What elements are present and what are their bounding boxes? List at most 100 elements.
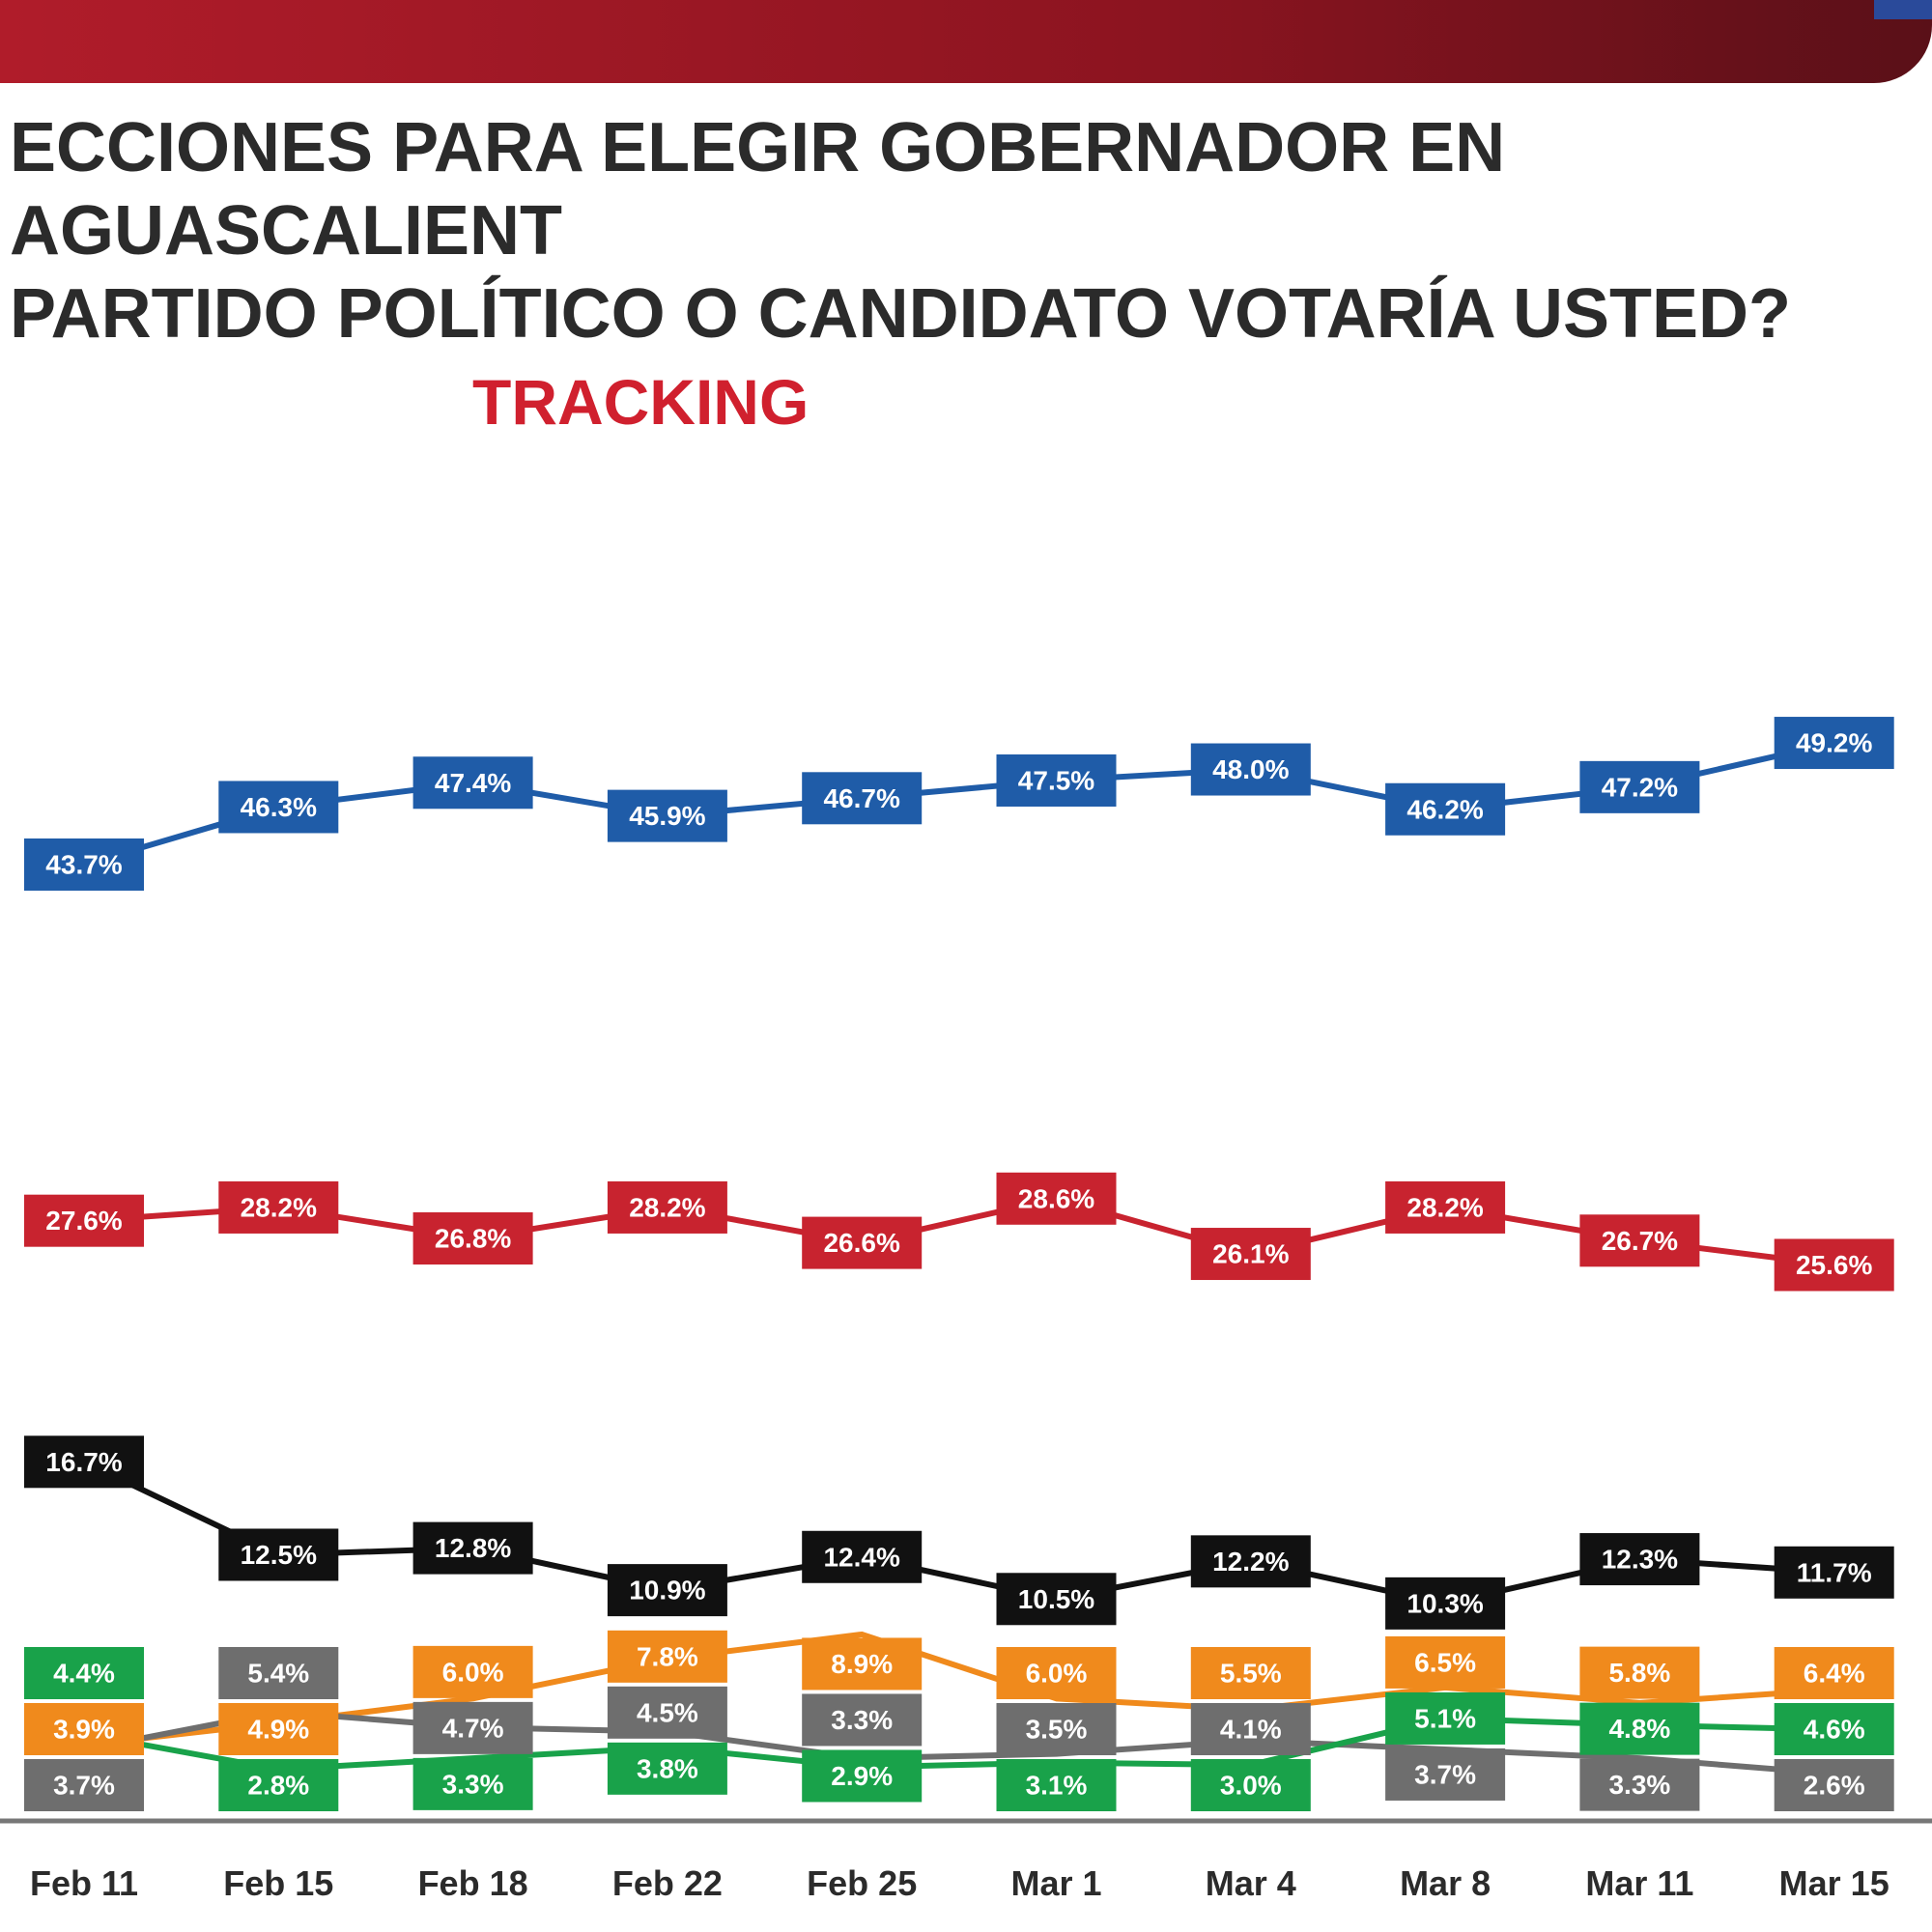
data-point-blue [607,789,727,842]
data-point-red [607,1180,727,1234]
data-point-green [607,1742,727,1795]
data-label-green: 4.8% [1608,1714,1670,1744]
data-label-gray: 3.7% [53,1771,115,1801]
data-label-gray: 3.7% [1414,1759,1476,1789]
data-label-black: 12.8% [435,1533,511,1563]
data-label-black: 11.7% [1797,1557,1872,1587]
x-tick-label: Mar 11 [1585,1863,1693,1903]
data-point-red [1774,1238,1894,1292]
data-label-blue: 43.7% [45,850,122,880]
data-label-blue: 47.2% [1602,772,1678,802]
data-point-green [1385,1691,1506,1745]
data-point-orange [607,1630,727,1683]
data-point-blue [1579,760,1700,813]
data-label-green: 3.3% [442,1769,504,1799]
data-point-gray [607,1686,727,1739]
data-label-gray: 4.1% [1220,1715,1282,1745]
data-point-green [218,1759,339,1811]
x-tick-label: Feb 15 [223,1863,333,1903]
data-point-gray [802,1693,923,1747]
data-point-gray [218,1647,339,1699]
x-tick-label: Mar 4 [1206,1863,1296,1903]
series-line-blue [83,740,1835,867]
data-point-black [1774,1546,1894,1599]
data-point-black [218,1528,339,1581]
data-label-green: 3.0% [1220,1771,1282,1801]
data-point-blue [218,781,339,834]
data-point-green [802,1749,923,1803]
series-line-gray [83,1709,1834,1777]
data-point-orange [802,1637,923,1690]
data-label-blue: 47.5% [1018,765,1094,795]
data-label-green: 3.8% [637,1753,698,1783]
data-label-blue: 48.0% [1212,754,1289,784]
data-point-black [607,1564,727,1617]
data-label-gray: 3.3% [1608,1770,1670,1800]
data-label-red: 26.6% [823,1228,899,1258]
data-label-blue: 45.9% [629,801,705,831]
data-label-green: 2.9% [831,1761,893,1791]
data-label-black: 10.5% [1018,1584,1094,1614]
data-point-green [412,1757,533,1810]
data-point-black [1579,1533,1700,1586]
data-label-black: 12.3% [1602,1545,1678,1575]
data-label-orange: 6.0% [442,1657,504,1687]
data-point-orange [1190,1647,1311,1699]
data-label-orange: 5.5% [1220,1659,1282,1689]
x-tick-label: Mar 8 [1400,1863,1491,1903]
data-point-green [996,1759,1117,1811]
data-point-gray [1190,1703,1311,1755]
data-point-orange [412,1645,533,1698]
data-point-black [1385,1577,1506,1630]
data-point-orange [1385,1635,1506,1689]
data-label-red: 26.8% [435,1224,511,1254]
series-line-orange [83,1631,1834,1748]
x-tick-label: Feb 22 [612,1863,723,1903]
data-label-gray: 3.5% [1026,1715,1088,1745]
data-label-green: 5.1% [1414,1703,1476,1733]
data-label-red: 26.1% [1212,1239,1289,1269]
series-line-green [83,1715,1834,1773]
data-label-orange: 6.0% [1026,1659,1088,1689]
data-point-gray [1579,1758,1700,1811]
chart-subtitle: TRACKING [472,366,810,438]
data-label-black: 12.5% [241,1540,317,1570]
data-label-gray: 4.5% [637,1697,698,1727]
data-label-black: 10.3% [1406,1588,1483,1618]
data-point-orange [1579,1646,1700,1699]
data-point-blue [1385,782,1506,836]
data-point-black [1190,1535,1311,1588]
data-label-gray: 4.7% [442,1713,504,1743]
data-point-gray [1774,1759,1894,1811]
data-point-gray [1385,1747,1506,1801]
data-point-blue [802,772,923,825]
data-point-red [218,1180,339,1234]
data-point-orange [218,1703,339,1755]
data-point-blue [1774,717,1894,770]
data-label-orange: 5.8% [1608,1658,1670,1688]
data-point-orange [1774,1647,1894,1699]
series-line-red [83,1195,1835,1268]
data-point-gray [412,1701,533,1754]
data-label-green: 4.6% [1804,1715,1865,1745]
x-tick-label: Mar 15 [1779,1863,1889,1903]
data-label-red: 27.6% [45,1206,122,1236]
data-point-green [1774,1703,1894,1755]
data-point-gray [996,1703,1117,1755]
data-point-blue [996,753,1117,807]
data-point-green [1579,1702,1700,1755]
data-label-gray: 2.6% [1804,1771,1865,1801]
data-point-orange [996,1647,1117,1699]
data-label-gray: 3.3% [831,1705,893,1735]
data-label-orange: 3.9% [53,1715,115,1745]
data-point-red [412,1212,533,1265]
data-label-orange: 7.8% [637,1641,698,1671]
data-label-orange: 8.9% [831,1649,893,1679]
data-point-blue [24,838,144,891]
data-point-orange [24,1703,144,1755]
data-point-red [1579,1214,1700,1267]
data-point-gray [24,1759,144,1811]
logo-corner [1874,0,1932,19]
data-label-red: 28.2% [241,1192,317,1222]
